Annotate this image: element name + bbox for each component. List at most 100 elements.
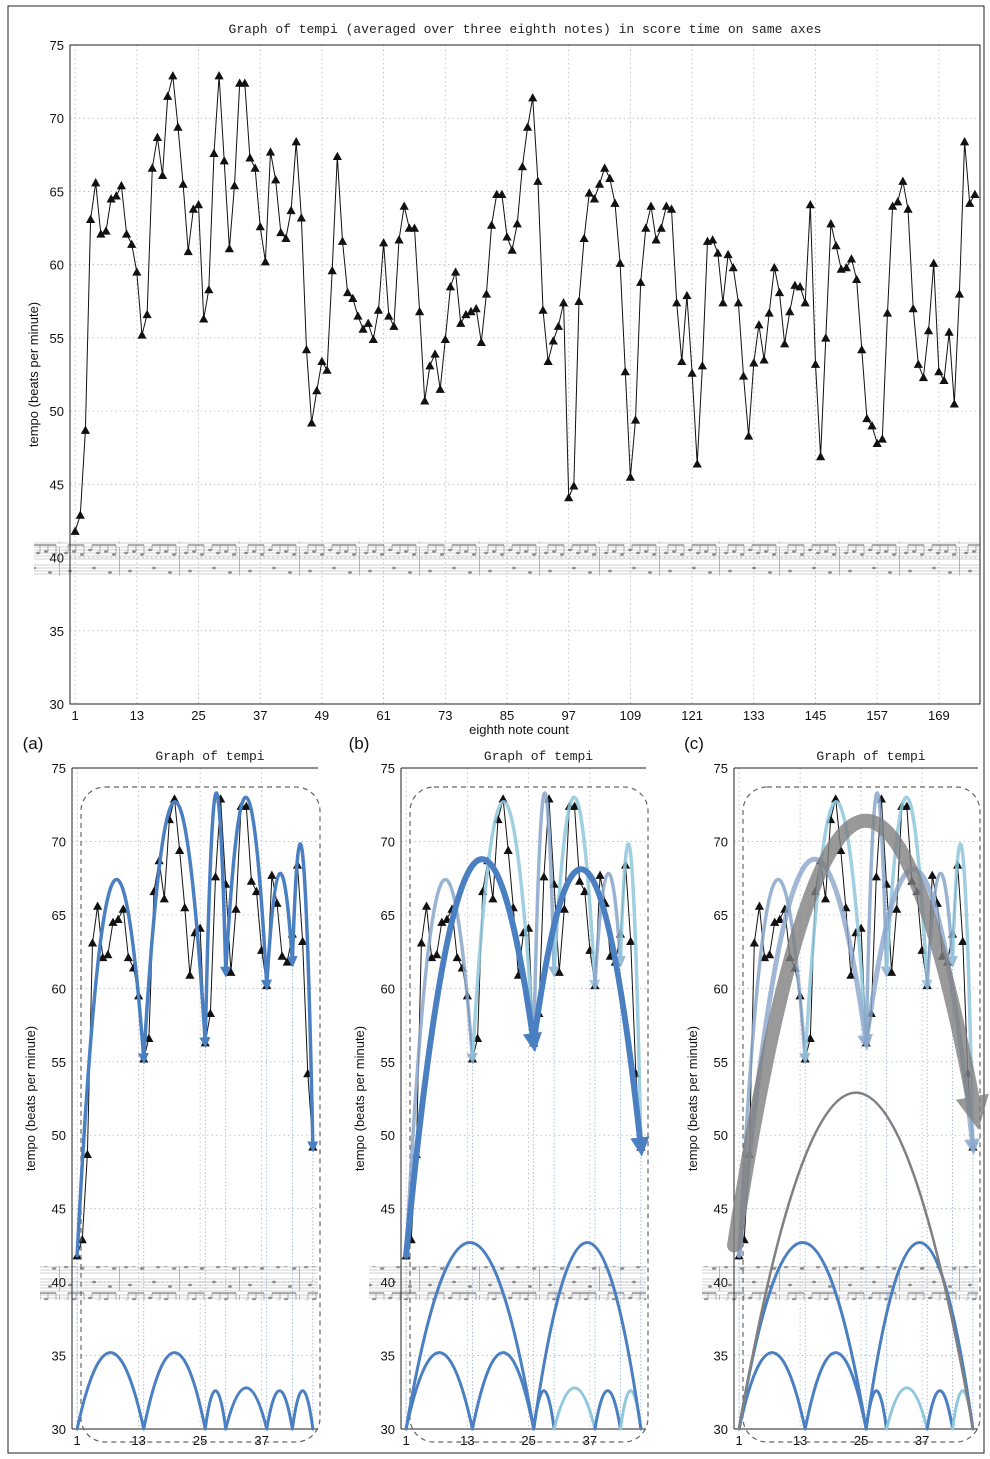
tempo-point: [224, 243, 234, 253]
tempo-point: [379, 238, 389, 247]
tempo-point: [574, 296, 584, 305]
figure-frame: [7, 5, 985, 1454]
tempo-point: [430, 349, 440, 358]
tempo-point: [764, 308, 774, 317]
x-tick-label: 25: [521, 1433, 535, 1448]
tempo-point: [877, 434, 887, 443]
high-level-arc: [737, 1091, 975, 1431]
tempo-point: [461, 309, 471, 319]
low-level-arc: [265, 1389, 294, 1431]
y-tick-label: 30: [52, 1422, 66, 1437]
tempo-point: [415, 306, 425, 316]
tempo-point: [656, 223, 666, 232]
tempo-point: [389, 321, 399, 330]
tempo-point: [332, 151, 342, 160]
tempo-point: [296, 213, 306, 222]
tempo-point: [528, 93, 538, 102]
tempo-series-line: [76, 798, 314, 1256]
tempo-point: [923, 325, 934, 335]
tempo-arrow: [75, 877, 149, 1258]
mid-level-arc: [864, 1241, 975, 1431]
tempo-point: [539, 872, 549, 881]
tempo-point: [805, 200, 815, 209]
tempo-point: [286, 205, 296, 215]
y-tick-label: 60: [52, 981, 66, 996]
tempo-point: [123, 952, 133, 962]
tempo-point: [142, 309, 152, 319]
tempo-point: [898, 176, 908, 185]
y-tick-label: 55: [52, 1055, 66, 1070]
tempo-point: [630, 415, 641, 424]
tempo-point: [934, 366, 944, 376]
tempo-point: [749, 938, 759, 947]
tempo-point: [132, 267, 142, 276]
tempo-point: [820, 894, 831, 903]
y-tick-label: 65: [50, 184, 64, 199]
tempo-point: [255, 221, 265, 231]
tempo-point: [70, 526, 80, 535]
tempo-point: [188, 204, 198, 213]
tempo-arrow-global: [727, 813, 989, 1253]
tempo-point: [93, 901, 103, 910]
tempo-point: [672, 298, 682, 307]
tempo-point: [543, 356, 553, 365]
tempo-series-line: [74, 75, 976, 532]
low-level-arc: [470, 1351, 536, 1431]
tempo-point: [816, 451, 826, 461]
tempo-point: [437, 917, 447, 926]
tempo-point: [435, 384, 445, 393]
tempo-point: [250, 163, 260, 172]
tempo-point: [421, 901, 432, 910]
tempo-point: [265, 147, 276, 156]
tempo-point: [846, 254, 857, 263]
tempo-point: [277, 951, 287, 960]
chart-title: Graph of tempi: [484, 749, 593, 764]
tempo-point: [738, 371, 749, 380]
tempo-point: [651, 235, 661, 244]
y-tick-label: 75: [52, 761, 66, 776]
tempo-point: [127, 239, 137, 248]
tempo-arrow: [404, 877, 478, 1258]
tempo-point: [575, 876, 585, 885]
tempo-point: [929, 258, 939, 267]
tempo-point: [343, 287, 353, 297]
y-axis-label: tempo (beats per minute): [352, 1026, 367, 1171]
tempo-point: [80, 425, 91, 434]
x-tick-label: 157: [866, 708, 888, 723]
tempo-point: [210, 872, 221, 881]
tempo-point: [348, 293, 358, 303]
tempo-point: [497, 189, 507, 199]
tempo-point: [384, 311, 394, 320]
tempo-point: [409, 223, 420, 232]
tempo-point: [600, 163, 610, 172]
tempo-point: [558, 298, 569, 307]
tempo-point: [857, 345, 867, 354]
tempo-arrow: [470, 800, 539, 1061]
low-level-arc: [803, 1351, 868, 1431]
tempo-point: [646, 201, 656, 210]
tempo-point: [708, 235, 718, 244]
tempo-point: [846, 970, 856, 979]
tempo-point: [317, 356, 327, 365]
tempo-point: [358, 324, 368, 333]
low-level-arc: [552, 1386, 597, 1431]
tempo-point: [488, 894, 498, 903]
tempo-point: [507, 245, 517, 254]
tempo-point: [113, 914, 123, 923]
tempo-point: [780, 339, 790, 348]
tempo-point: [75, 510, 85, 519]
y-tick-label: 45: [50, 477, 64, 492]
tempo-point: [733, 298, 743, 307]
x-tick-label: 25: [193, 1433, 207, 1448]
tempo-point: [589, 194, 600, 203]
mid-level-arc: [532, 1241, 643, 1431]
tempo-point: [918, 372, 929, 382]
x-tick-label: 133: [743, 708, 765, 723]
y-tick-label: 55: [50, 331, 64, 346]
tempo-point: [872, 438, 882, 448]
low-level-arc: [142, 1351, 207, 1431]
tempo-arrow: [950, 842, 979, 1153]
x-tick-label: 145: [805, 708, 827, 723]
tempo-point: [887, 201, 898, 210]
chart-title: Graph of tempi: [155, 749, 264, 764]
